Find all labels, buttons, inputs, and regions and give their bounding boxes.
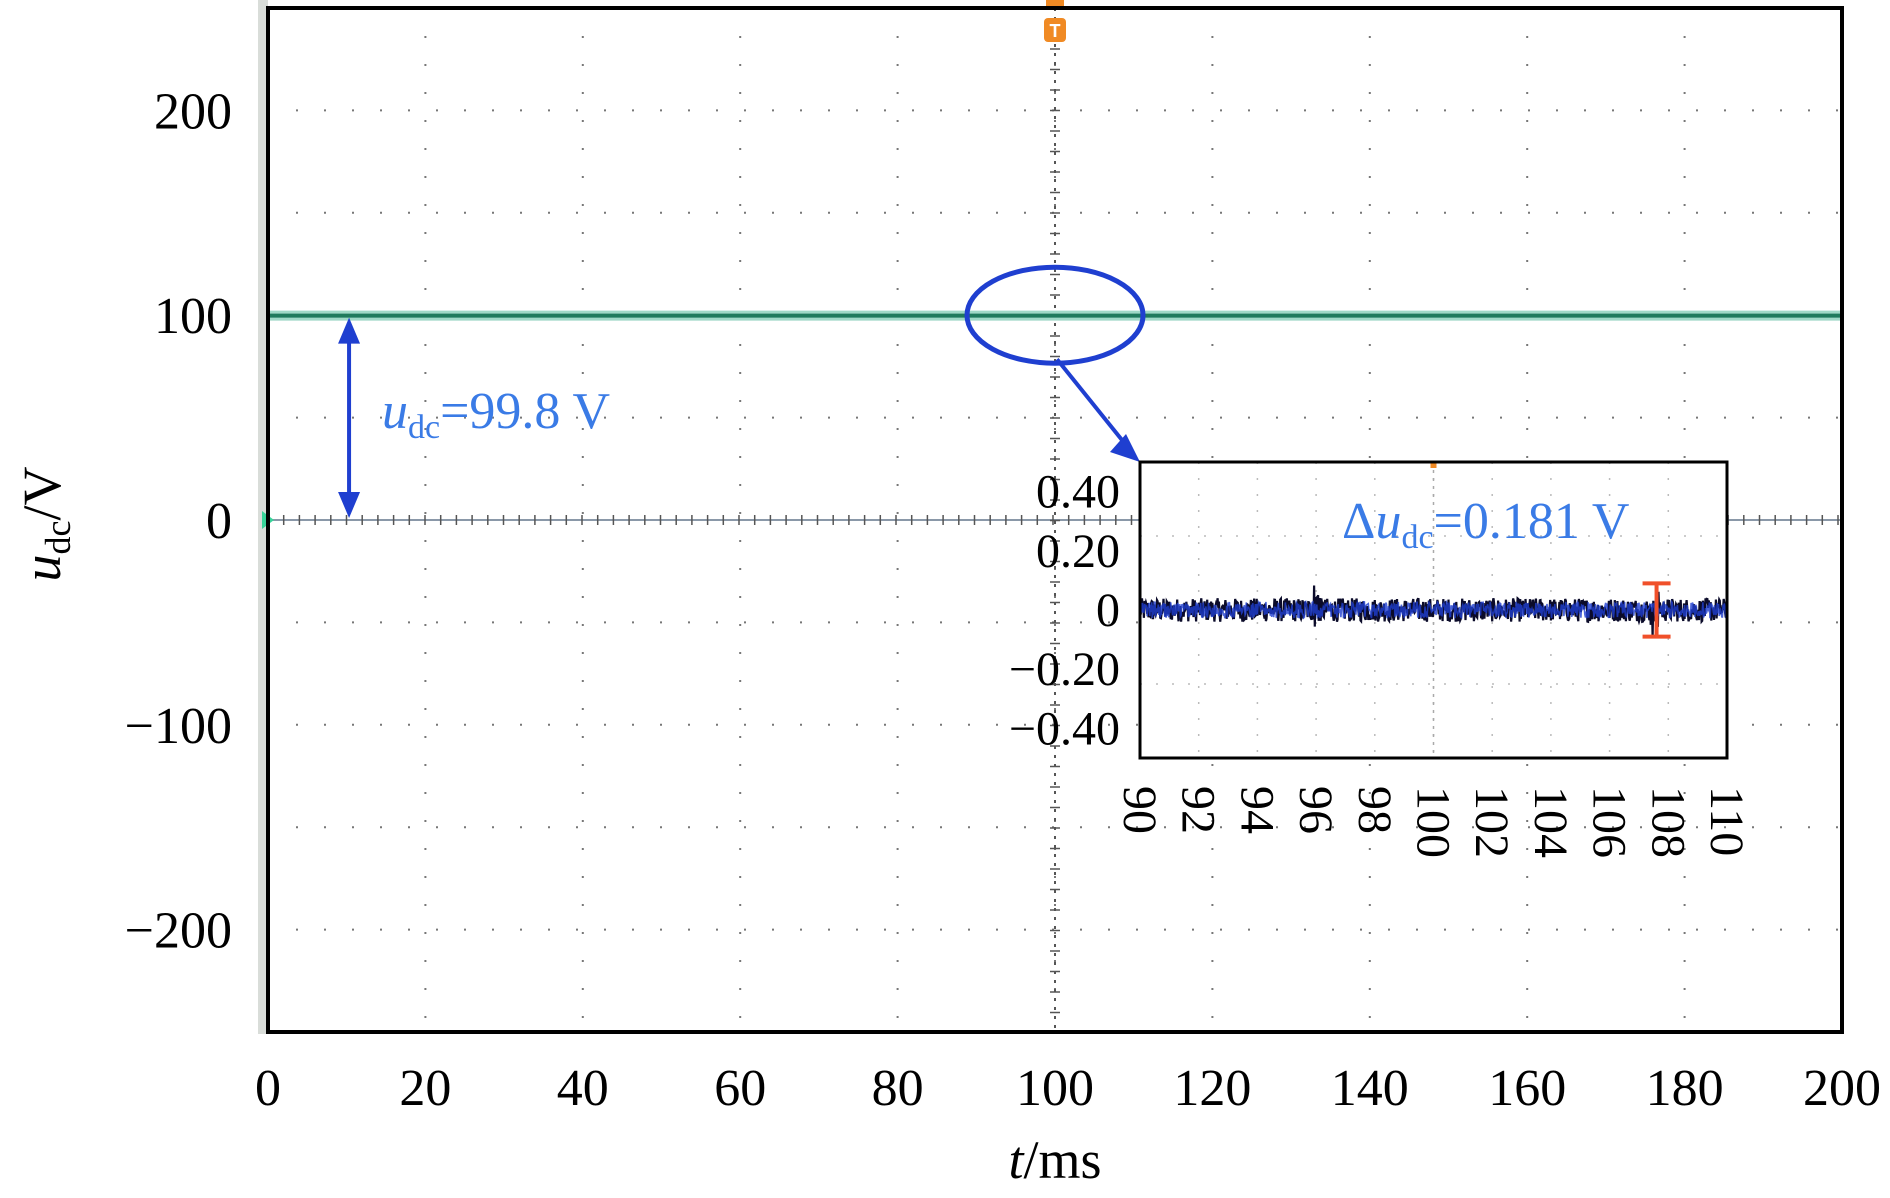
dc-voltage-value: =99.8 V <box>440 383 610 440</box>
x-tick-label: 0 <box>255 1060 281 1117</box>
ripple-prefix: Δ <box>1342 493 1375 550</box>
y-axis-unit: /V <box>12 467 72 521</box>
ripple-var: u <box>1375 493 1401 550</box>
y-axis-var: u <box>12 554 72 581</box>
x-axis-title: t/ms <box>1008 1130 1101 1190</box>
zoom-region-ellipse <box>964 264 1146 366</box>
dc-voltage-arrowhead-top <box>338 317 361 344</box>
x-tick-label: 180 <box>1646 1060 1724 1117</box>
x-tick-label: 20 <box>399 1060 451 1117</box>
y-tick-label: 200 <box>154 83 232 140</box>
inset-trigger-marker <box>1430 462 1437 468</box>
inset-y-tick-label: 0.20 <box>1036 525 1120 578</box>
inset-series-envelope <box>1139 599 1728 620</box>
inset-x-tick-label: 90 <box>1113 786 1166 834</box>
inset-y-tick-label: −0.20 <box>1009 643 1120 696</box>
ripple-label: Δudc=0.181 V <box>1342 493 1630 556</box>
zoom-pointer-line <box>1055 357 1132 452</box>
inset-series <box>1138 581 1729 639</box>
ripple-sub: dc <box>1401 519 1433 556</box>
dc-voltage-sub: dc <box>408 409 440 446</box>
y-tick-label: −200 <box>125 903 232 960</box>
dc-voltage-var: u <box>382 383 408 440</box>
inset-frame <box>1138 460 1729 760</box>
x-tick-label: 160 <box>1488 1060 1566 1117</box>
ripple-value: =0.181 V <box>1434 493 1630 550</box>
x-tick-label: 140 <box>1331 1060 1409 1117</box>
main-series: T <box>268 0 1842 321</box>
trigger-marker-stem <box>1046 0 1064 8</box>
inset-x-tick-label: 106 <box>1583 786 1636 858</box>
inset-y-tick-label: 0 <box>1096 584 1120 637</box>
inset-x-tick-label: 98 <box>1348 786 1401 834</box>
x-tick-label: 100 <box>1016 1060 1094 1117</box>
inset-border <box>1138 460 1729 760</box>
y-axis-sub: dc <box>38 521 78 555</box>
dc-voltage-arrowhead-bottom <box>338 492 361 518</box>
y-tick-label: −100 <box>125 698 232 755</box>
main-plot-frame <box>266 6 1844 1034</box>
inset-x-tick-label: 94 <box>1230 786 1283 834</box>
x-tick-label: 60 <box>714 1060 766 1117</box>
main-tick-labels: 0 20 40 60 80 100 120 140 160 180 200 200 100 0 −100 −2… <box>125 83 1881 1117</box>
inset-x-tick-label: 110 <box>1700 786 1753 856</box>
inset-x-tick-label: 96 <box>1289 786 1342 834</box>
trigger-marker <box>1044 18 1066 42</box>
y-tick-label: 100 <box>154 288 232 345</box>
y-axis-title: udc/V <box>12 467 78 582</box>
x-tick-label: 40 <box>557 1060 609 1117</box>
plot-border <box>266 6 1844 1034</box>
inset-y-tick-label: 0.40 <box>1036 466 1120 519</box>
dc-voltage-label: udc=99.8 V <box>382 383 610 446</box>
dc-voltage-annotation: udc=99.8 V <box>338 264 1146 518</box>
inset-x-tick-label: 100 <box>1407 786 1460 858</box>
inset-x-tick-label: 104 <box>1524 786 1577 858</box>
x-axis-var: t <box>1008 1130 1025 1190</box>
x-tick-label: 80 <box>872 1060 924 1117</box>
inset-y-tick-label: −0.40 <box>1009 702 1120 755</box>
x-tick-label: 120 <box>1173 1060 1251 1117</box>
x-tick-label: 200 <box>1803 1060 1881 1117</box>
inset-x-tick-label: 108 <box>1641 786 1694 858</box>
x-axis-unit: /ms <box>1023 1130 1101 1190</box>
inset-x-tick-label: 102 <box>1465 786 1518 858</box>
y-tick-label: 0 <box>206 493 232 550</box>
zoom-pointer-arrowhead <box>1110 434 1140 462</box>
inset-series-trace <box>1138 585 1729 638</box>
trigger-marker-label: T <box>1050 21 1061 41</box>
inset-x-tick-label: 92 <box>1172 786 1225 834</box>
